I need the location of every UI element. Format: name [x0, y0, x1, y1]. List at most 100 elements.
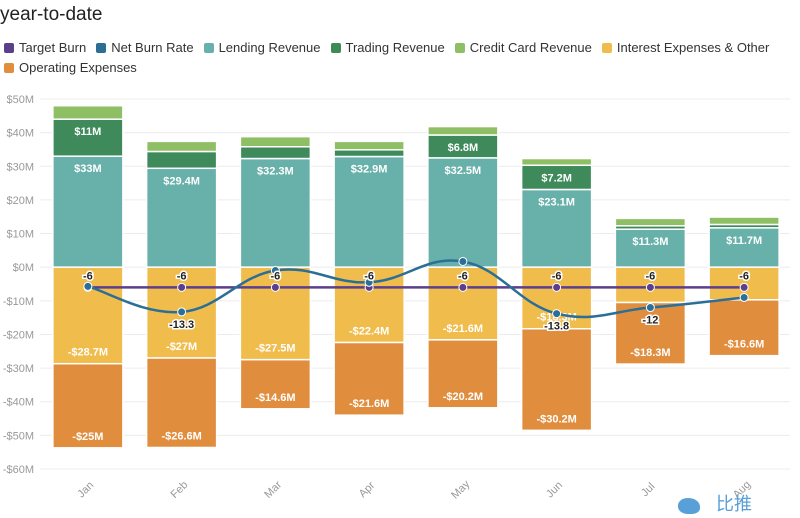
point-target-burn: [552, 282, 562, 292]
point-net-burn-rate: [458, 256, 468, 266]
legend-item-credit-card-revenue[interactable]: Credit Card Revenue: [454, 40, 592, 55]
bar-data-label: $7.2M: [541, 172, 572, 184]
y-tick-label: $40M: [6, 128, 34, 140]
line-point-label: -6: [270, 270, 280, 282]
x-tick-label: Apr: [357, 479, 378, 500]
y-tick-label: -$60M: [3, 464, 34, 476]
x-tick-label: Jun: [544, 479, 565, 500]
bar-credit-card-revenue: [145, 140, 218, 153]
bar-data-label: -$28.7M: [68, 347, 108, 359]
x-tick-label: Mar: [262, 479, 284, 501]
legend-swatch: [4, 62, 14, 73]
legend-label: Target Burn: [19, 40, 87, 55]
bar-credit-card-revenue: [614, 217, 687, 227]
legend-item-lending-revenue[interactable]: Lending Revenue: [203, 40, 321, 55]
bar-operating-expenses: [145, 357, 218, 449]
line-point-label: -6: [552, 270, 562, 282]
legend-item-net-burn-rate[interactable]: Net Burn Rate: [96, 40, 194, 55]
x-tick-label: Jul: [639, 481, 657, 499]
legend-item-operating-expenses[interactable]: Operating Expenses: [4, 60, 137, 75]
y-tick-label: -$50M: [3, 430, 34, 442]
point-net-burn-rate: [270, 266, 280, 276]
legend-swatch: [203, 42, 214, 53]
line-point-label: -6: [739, 270, 749, 282]
line-point-label: -6: [177, 270, 187, 282]
line-point-label: -13.8: [544, 321, 569, 333]
line-net-burn-rate: [87, 259, 745, 319]
line-point-label: -6: [364, 270, 374, 282]
bar-credit-card-revenue: [239, 135, 312, 148]
x-tick-label: Jan: [75, 479, 96, 500]
bar-data-label: -$16.6M: [724, 339, 764, 351]
bar-lending-revenue: [145, 167, 218, 268]
bar-credit-card-revenue: [52, 104, 124, 120]
point-net-burn-rate: [364, 277, 374, 287]
point-net-burn-rate: [177, 307, 187, 317]
legend: Target Burn Net Burn Rate Lending Revenue T…: [4, 40, 794, 75]
bar-lending-revenue: [520, 188, 593, 268]
bar-operating-expenses: [520, 327, 593, 432]
bar-data-label: -$22.4M: [349, 326, 389, 338]
bird-logo-icon: [678, 498, 700, 514]
point-target-burn: [458, 282, 468, 292]
bar-operating-expenses: [52, 362, 124, 449]
y-tick-label: -$30M: [3, 363, 34, 375]
y-tick-label: $30M: [6, 161, 34, 173]
legend-swatch: [601, 42, 612, 53]
legend-item-interest-expenses-other[interactable]: Interest Expenses & Other: [601, 40, 770, 55]
point-net-burn-rate: [739, 292, 749, 302]
bar-trading-revenue: [333, 149, 405, 158]
legend-label: Operating Expenses: [19, 60, 137, 75]
bar-lending-revenue: [708, 227, 780, 268]
line-point-label: -6: [645, 270, 655, 282]
bar-data-label: -$26.6M: [161, 430, 201, 442]
bar-data-label: $32.9M: [351, 164, 388, 176]
legend-label: Credit Card Revenue: [469, 40, 592, 55]
bar-data-label: $33M: [74, 163, 102, 175]
legend-swatch: [330, 42, 341, 53]
point-target-burn: [177, 282, 187, 292]
bar-data-label: $29.4M: [163, 175, 200, 187]
point-target-burn: [645, 282, 655, 292]
line-point-label: -12: [642, 315, 658, 327]
y-tick-label: -$40M: [3, 397, 34, 409]
bar-data-label: -$18.3M: [630, 347, 670, 359]
bar-interest-expenses-other: [427, 266, 499, 341]
bar-trading-revenue: [52, 118, 124, 157]
bar-data-label: -$14.6M: [255, 392, 295, 404]
bar-credit-card-revenue: [333, 140, 405, 151]
bar-data-label: -$30.2M: [536, 413, 576, 425]
point-net-burn-rate: [83, 281, 93, 291]
bar-lending-revenue: [239, 157, 312, 268]
legend-item-trading-revenue[interactable]: Trading Revenue: [330, 40, 445, 55]
bar-data-label: $11.3M: [632, 236, 668, 248]
line-point-label: -6: [458, 270, 468, 282]
bar-trading-revenue: [145, 150, 218, 170]
legend-item-target-burn[interactable]: Target Burn: [4, 40, 86, 55]
bar-credit-card-revenue: [427, 125, 499, 136]
legend-swatch: [4, 42, 14, 53]
y-tick-label: $0M: [13, 262, 34, 274]
legend-label: Interest Expenses & Other: [616, 40, 770, 55]
bar-trading-revenue: [520, 164, 593, 191]
point-net-burn-rate: [552, 309, 562, 319]
bar-interest-expenses-other: [239, 266, 312, 361]
bar-trading-revenue: [239, 146, 312, 160]
point-net-burn-rate: [645, 303, 655, 313]
bar-data-label: $11.7M: [726, 235, 762, 247]
legend-label: Trading Revenue: [345, 40, 445, 55]
bar-operating-expenses: [427, 339, 499, 409]
legend-swatch: [96, 42, 107, 53]
bar-credit-card-revenue: [708, 216, 780, 226]
bar-lending-revenue: [427, 157, 499, 268]
y-tick-label: $50M: [6, 94, 34, 106]
watermark-text: 比推: [716, 494, 752, 515]
bar-data-label: $32.3M: [257, 166, 294, 178]
legend-label: Lending Revenue: [218, 40, 321, 55]
y-tick-label: $20M: [6, 195, 34, 207]
bar-data-label: $11M: [74, 126, 101, 138]
bar-credit-card-revenue: [520, 157, 593, 167]
bar-data-label: $6.8M: [448, 142, 479, 154]
bar-operating-expenses: [614, 301, 687, 365]
